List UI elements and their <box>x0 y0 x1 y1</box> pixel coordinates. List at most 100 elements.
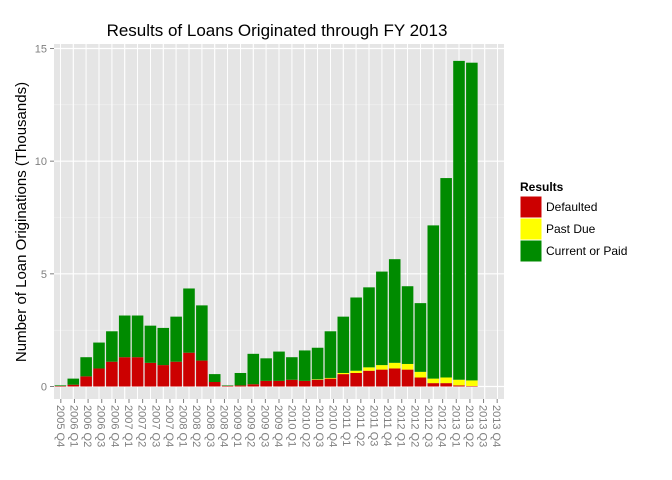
bar-segment-defaulted <box>196 360 208 387</box>
bar-segment-current-or-paid <box>401 286 414 364</box>
bar-segment-current-or-paid <box>376 271 388 366</box>
bar-segment-current-or-paid <box>106 331 118 362</box>
bar-segment-current-or-paid <box>131 315 144 358</box>
x-tick-label: 2007 Q2 <box>136 405 148 447</box>
bar-segment-current-or-paid <box>183 288 195 353</box>
bar-segment-past-due <box>388 362 401 369</box>
bar-segment-defaulted <box>93 368 105 387</box>
bar-segment-defaulted <box>118 357 131 387</box>
bar-segment-defaulted <box>466 386 478 387</box>
bar-segment-current-or-paid <box>118 315 131 358</box>
x-tick-label: 2009 Q3 <box>258 405 270 447</box>
y-tick-label: 10 <box>35 156 47 168</box>
y-axis-ticks: 0 5 10 15 <box>35 44 54 394</box>
bar-segment-current-or-paid <box>466 62 478 381</box>
bar-segment-past-due <box>466 380 478 387</box>
x-tick-label: 2010 Q3 <box>313 405 325 447</box>
bar-segment-past-due <box>414 371 427 378</box>
bar-segment-past-due <box>453 379 465 386</box>
bar-segment-current-or-paid <box>221 385 234 386</box>
x-tick-label: 2013 Q2 <box>463 405 475 447</box>
x-tick-label: 2009 Q4 <box>272 405 284 447</box>
legend-key-current-or-paid <box>519 239 543 263</box>
bar-segment-defaulted <box>324 378 337 387</box>
bar-segment-current-or-paid <box>93 342 105 369</box>
bar-segment-current-or-paid <box>337 316 350 373</box>
bar-segment-current-or-paid <box>80 357 92 377</box>
legend-key-past-due <box>519 217 543 241</box>
x-tick-label: 2012 Q4 <box>436 405 448 447</box>
y-tick-label: 15 <box>35 44 47 56</box>
bar-segment-defaulted <box>363 370 375 387</box>
x-tick-label: 2008 Q3 <box>204 405 216 447</box>
bar-segment-current-or-paid <box>388 259 401 363</box>
x-tick-label: 2006 Q2 <box>81 405 93 447</box>
bar-segment-past-due <box>440 377 452 384</box>
bar-segment-current-or-paid <box>196 305 208 361</box>
bar-segment-defaulted <box>311 379 324 387</box>
x-tick-label: 2005 Q4 <box>54 405 66 447</box>
bar-segment-defaulted <box>54 386 67 387</box>
bar-segment-current-or-paid <box>286 357 298 380</box>
bar-segment-defaulted <box>144 362 157 387</box>
y-tick-label: 5 <box>41 269 47 281</box>
x-tick-label: 2006 Q1 <box>67 405 79 447</box>
bar-segment-current-or-paid <box>208 374 221 382</box>
x-axis-ticks: 2005 Q4 2006 Q1 2006 Q2 2006 Q3 2006 Q4 2007 … <box>54 399 502 447</box>
x-tick-label: 2009 Q1 <box>231 405 243 447</box>
x-tick-label: 2011 Q1 <box>340 405 352 446</box>
bar-segment-defaulted <box>376 369 388 387</box>
x-tick-label: 2008 Q1 <box>177 405 189 447</box>
bar-segment-defaulted <box>388 368 401 387</box>
bar-segment-past-due <box>311 379 324 380</box>
legend-label: Defaulted <box>546 200 597 214</box>
bar-segment-current-or-paid <box>350 297 362 371</box>
bar-segment-defaulted <box>401 369 414 387</box>
bar-segment-current-or-paid <box>234 372 247 386</box>
bar-segment-defaulted <box>247 384 260 387</box>
chart-title: Results of Loans Originated through FY 2… <box>107 21 448 40</box>
x-tick-label: 2010 Q1 <box>286 405 298 447</box>
bar-segment-past-due <box>324 377 337 379</box>
bar-segment-past-due <box>350 370 362 373</box>
bar-segment-current-or-paid <box>311 347 324 380</box>
x-tick-label: 2013 Q3 <box>477 405 489 447</box>
x-tick-label: 2006 Q3 <box>95 405 107 447</box>
legend: Results Defaulted Past Due Current or Paid <box>519 180 627 263</box>
bar-segment-defaulted <box>414 377 427 387</box>
bar-segment-defaulted <box>286 379 298 387</box>
x-tick-label: 2009 Q2 <box>245 405 257 447</box>
bar-segment-current-or-paid <box>453 60 465 380</box>
bar-segment-defaulted <box>234 385 247 387</box>
bars <box>54 60 478 387</box>
bar-segment-defaulted <box>453 385 465 387</box>
bar-segment-defaulted <box>157 365 170 387</box>
y-axis-label: Number of Loan Originations (Thousands) <box>13 82 30 362</box>
x-tick-label: 2010 Q2 <box>299 405 311 447</box>
bar-segment-current-or-paid <box>67 378 80 385</box>
bar-segment-current-or-paid <box>298 350 311 381</box>
bar-segment-past-due <box>337 372 350 375</box>
x-tick-label: 2011 Q4 <box>381 405 393 446</box>
bar-segment-current-or-paid <box>363 287 375 368</box>
legend-label: Current or Paid <box>546 244 627 258</box>
x-tick-label: 2012 Q2 <box>408 405 420 447</box>
bar-segment-current-or-paid <box>440 178 452 378</box>
bar-segment-defaulted <box>260 380 272 387</box>
bar-segment-current-or-paid <box>54 385 67 387</box>
x-tick-label: 2012 Q3 <box>422 405 434 447</box>
bar-segment-defaulted <box>221 385 234 387</box>
x-tick-label: 2008 Q2 <box>190 405 202 447</box>
x-tick-label: 2010 Q4 <box>327 405 339 447</box>
legend-label: Past Due <box>546 222 596 236</box>
bar-segment-defaulted <box>67 384 80 387</box>
bar-segment-defaulted <box>273 380 285 387</box>
legend-title: Results <box>520 180 564 194</box>
bar-segment-current-or-paid <box>157 327 170 366</box>
bar-segment-past-due <box>427 378 440 384</box>
bar-segment-defaulted <box>170 361 182 387</box>
bar-segment-current-or-paid <box>170 316 182 362</box>
x-tick-label: 2012 Q1 <box>395 405 407 447</box>
bar-segment-current-or-paid <box>273 351 285 381</box>
